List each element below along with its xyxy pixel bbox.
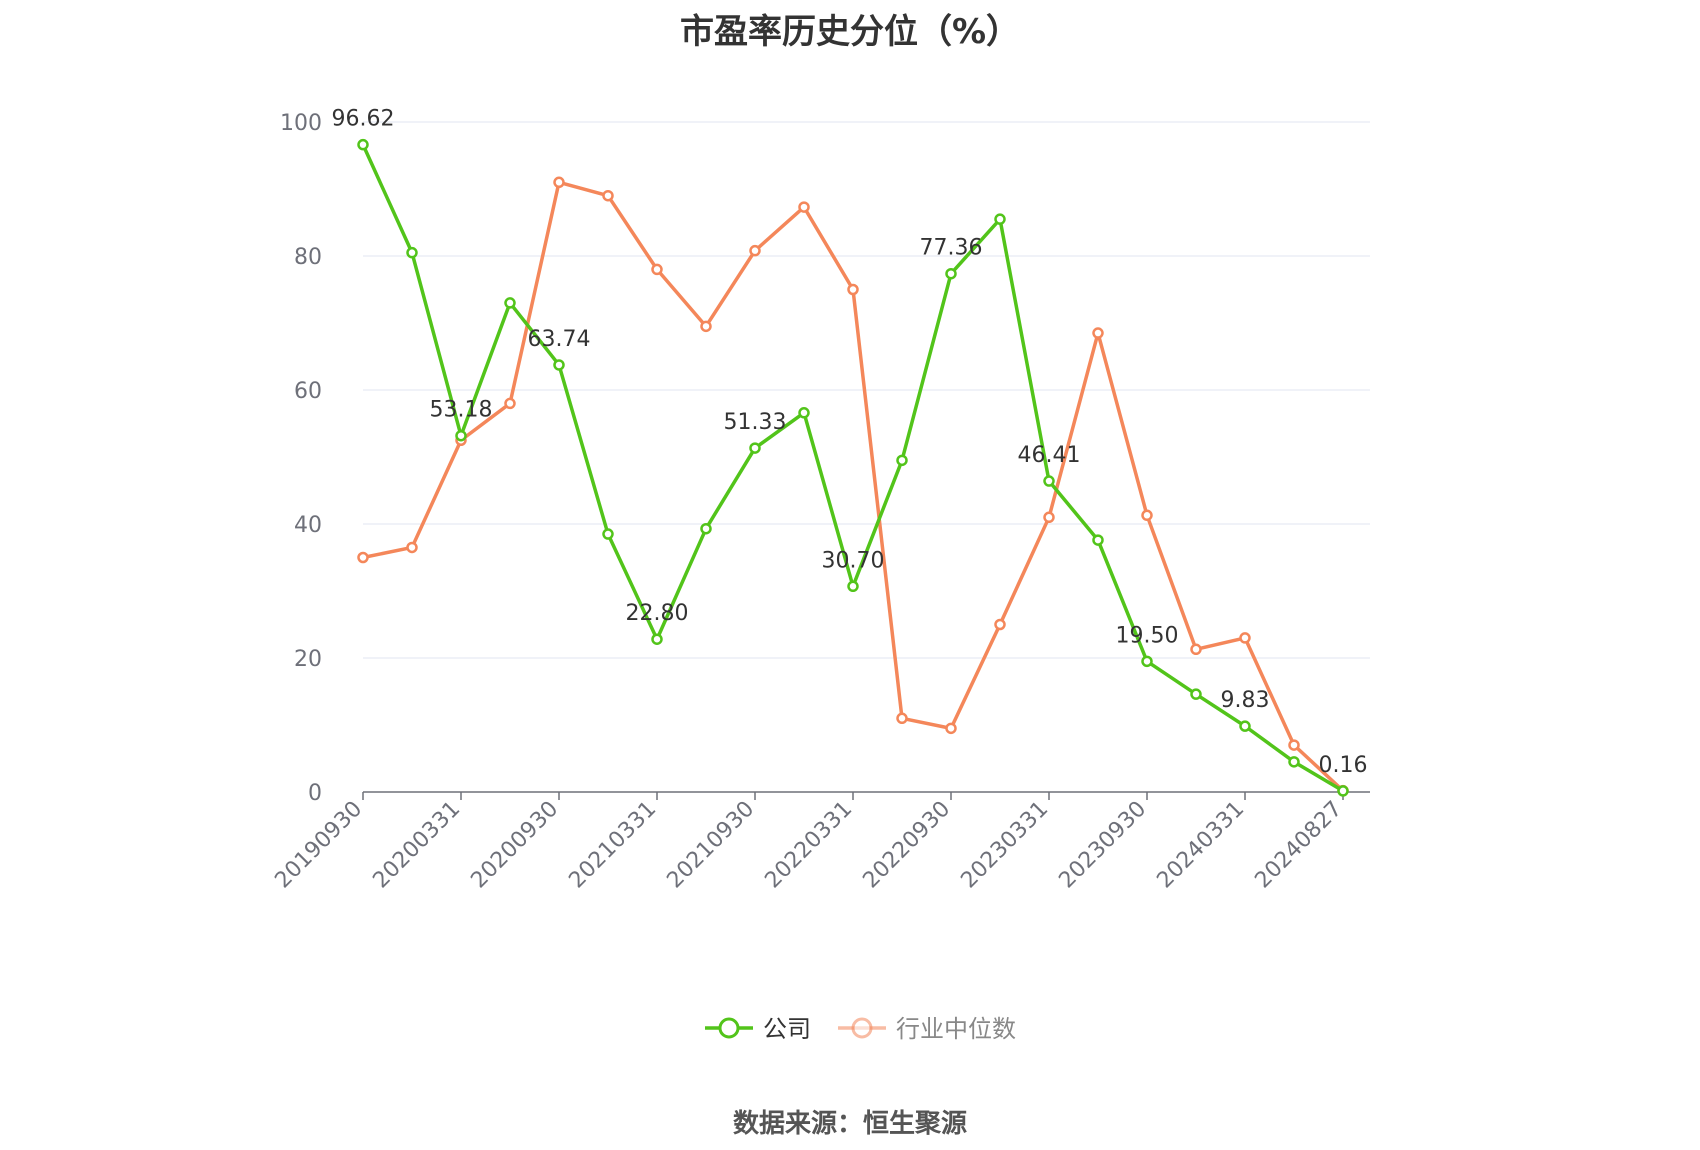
x-tick-label: 20230930 — [1054, 797, 1151, 894]
data-point — [1239, 720, 1251, 732]
data-point — [1190, 688, 1202, 700]
data-point — [1092, 327, 1104, 339]
data-label: 96.62 — [332, 107, 395, 132]
x-tick-label: 20240827 — [1250, 797, 1347, 894]
data-point — [406, 246, 418, 259]
data-point — [847, 283, 859, 296]
data-point — [1141, 655, 1153, 668]
data-label: 9.83 — [1221, 688, 1270, 713]
data-point — [798, 407, 810, 419]
grid-lines — [363, 121, 1370, 659]
y-tick-label: 80 — [294, 245, 322, 270]
data-point — [651, 263, 663, 276]
legend-marker — [718, 1017, 740, 1039]
data-label: 22.80 — [626, 601, 689, 626]
data-point — [1288, 756, 1300, 768]
data-label: 63.74 — [528, 327, 591, 352]
data-label: 46.41 — [1018, 443, 1081, 468]
data-point — [896, 454, 908, 467]
data-label: 19.50 — [1116, 623, 1179, 648]
data-point — [455, 429, 467, 442]
data-point — [945, 267, 957, 280]
data-point — [602, 189, 614, 202]
data-point — [1288, 739, 1300, 751]
y-tick-label: 60 — [294, 379, 322, 404]
data-point — [749, 442, 761, 454]
legend-marker — [851, 1017, 873, 1039]
data-point — [553, 359, 565, 371]
x-axis: 20190930 20200331 20200930 20210331 20210930… — [270, 791, 1370, 894]
data-point — [1043, 511, 1055, 524]
data-point — [749, 244, 761, 257]
x-tick-label: 20210331 — [564, 797, 661, 894]
y-tick-label: 0 — [308, 781, 322, 806]
data-point — [945, 722, 957, 735]
y-tick-label: 40 — [294, 513, 322, 538]
data-point — [1043, 475, 1055, 487]
x-tick-label: 20190930 — [270, 797, 367, 894]
data-point — [406, 541, 418, 554]
y-tick-label: 20 — [294, 647, 322, 672]
data-labels: 96.62 53.18 63.74 22.80 51.33 30.70 77.36 46.41… — [332, 107, 1368, 778]
x-tick-label: 20200930 — [466, 797, 563, 894]
y-tick-label: 100 — [280, 111, 322, 136]
data-point — [602, 528, 614, 540]
data-point — [700, 320, 712, 333]
data-source: 数据来源：恒生聚源 — [732, 1109, 967, 1139]
data-label: 53.18 — [430, 398, 493, 423]
x-tick-label: 20200331 — [368, 797, 465, 894]
y-axis-ticks: 0 20 40 60 80 100 — [280, 111, 322, 806]
data-point — [798, 201, 810, 213]
data-point — [896, 712, 908, 725]
data-point — [1239, 632, 1251, 644]
data-label: 77.36 — [920, 236, 983, 261]
data-point — [994, 618, 1006, 631]
data-label: 51.33 — [724, 410, 787, 435]
data-point — [1337, 785, 1349, 797]
x-tick-label: 20210930 — [662, 797, 759, 894]
data-point — [847, 580, 859, 593]
data-label: 30.70 — [822, 548, 885, 573]
data-point — [700, 522, 712, 535]
data-point — [357, 138, 369, 151]
data-point — [1092, 534, 1104, 546]
chart-title: 市盈率历史分位（%） — [679, 12, 1021, 52]
legend: 公司 行业中位数 — [705, 1015, 1016, 1043]
data-point — [994, 213, 1006, 225]
series-layer — [357, 138, 1349, 797]
x-tick-label: 20230331 — [956, 797, 1053, 894]
data-point — [651, 633, 663, 645]
legend-label: 行业中位数 — [896, 1015, 1016, 1043]
data-point — [553, 176, 565, 189]
data-point — [1141, 509, 1153, 522]
data-point — [504, 297, 516, 309]
x-tick-label: 20220331 — [760, 797, 857, 894]
data-point — [357, 551, 369, 564]
legend-label: 公司 — [763, 1015, 811, 1043]
data-point — [1190, 643, 1202, 656]
data-point — [504, 397, 516, 410]
data-label: 0.16 — [1319, 753, 1368, 778]
x-tick-label: 20220930 — [858, 797, 955, 894]
x-tick-label: 20240331 — [1152, 797, 1249, 894]
